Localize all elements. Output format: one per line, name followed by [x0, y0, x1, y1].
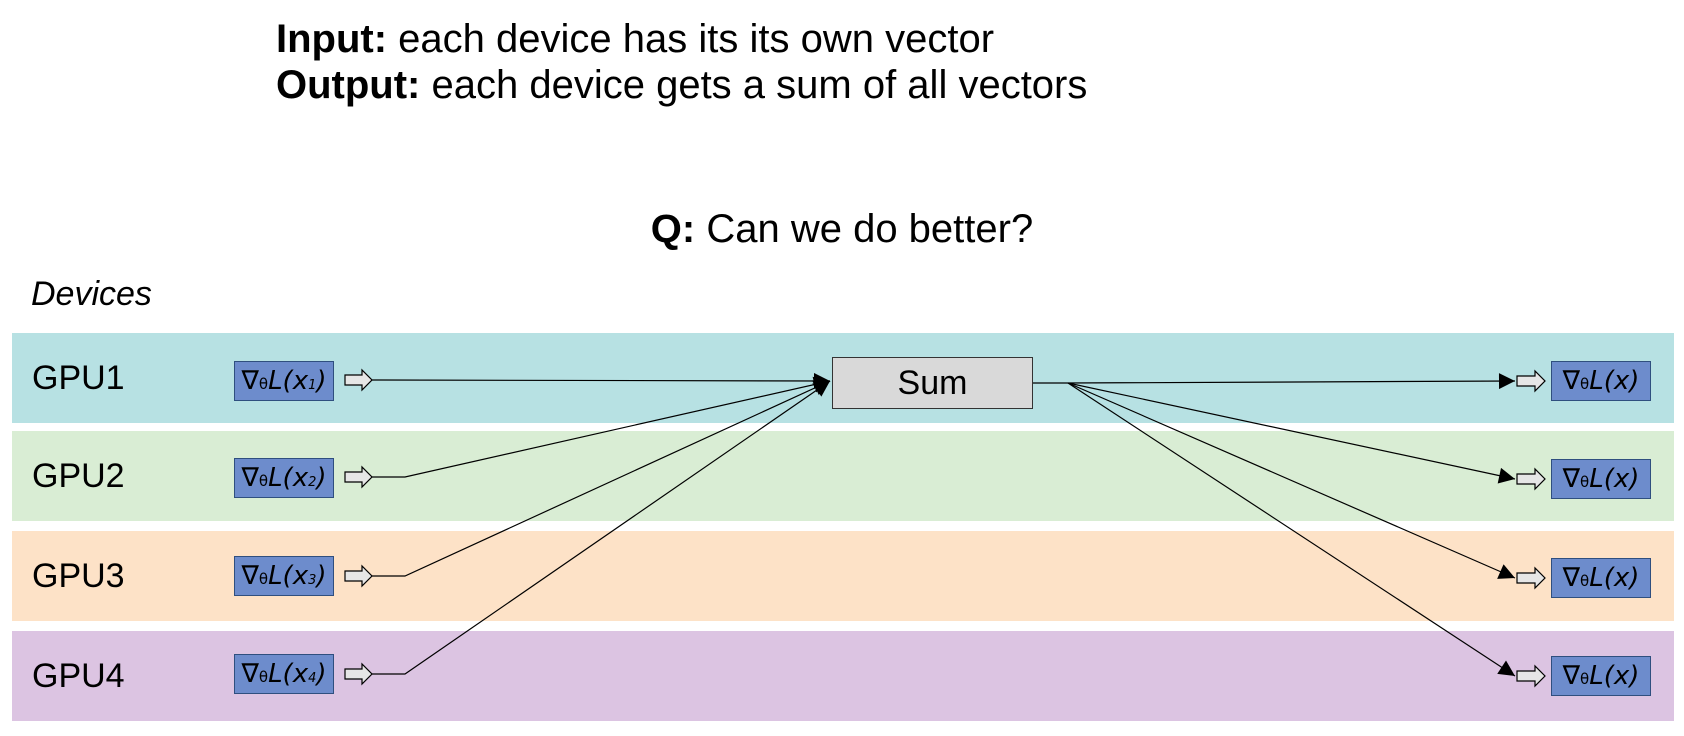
- hollow-arrow-in-gpu1: [344, 368, 373, 392]
- output-description: Output: each device gets a sum of all ve…: [276, 62, 1087, 108]
- input-vector-gpu1: ∇θL(x1): [234, 361, 334, 401]
- lane-label-gpu3: GPU3: [32, 557, 125, 595]
- hollow-arrow-out-gpu1: [1516, 369, 1546, 393]
- question-text: Q: Can we do better?: [0, 206, 1684, 252]
- lane-label-gpu2: GPU2: [32, 457, 125, 495]
- input-vector-gpu4: ∇θL(x4): [234, 654, 334, 694]
- input-vector-gpu2: ∇θL(x2): [234, 458, 334, 498]
- question-body: Can we do better?: [695, 207, 1034, 251]
- question-label: Q:: [650, 207, 696, 251]
- input-text: each device has its its own vector: [387, 17, 995, 61]
- wire-sum-to-gpu3: [1067, 382, 1516, 579]
- wire-sum-to-gpu4: [1067, 382, 1516, 677]
- wire-gpu2-to-sum: [372, 376, 831, 478]
- hollow-arrow-out-gpu3: [1516, 566, 1546, 590]
- hollow-arrow-in-gpu2: [344, 465, 373, 489]
- hollow-arrow-out-gpu4: [1516, 664, 1546, 688]
- lane-label-gpu4: GPU4: [32, 657, 125, 695]
- input-vector-gpu3: ∇θL(x3): [234, 556, 334, 596]
- output-vector-gpu4: ∇θL(x): [1551, 656, 1651, 696]
- output-text: each device gets a sum of all vectors: [420, 63, 1088, 107]
- wire-gpu3-to-sum: [372, 380, 831, 577]
- wire-sum-to-gpu1: [1033, 373, 1516, 390]
- wire-gpu1-to-sum: [371, 372, 831, 389]
- output-vector-gpu3: ∇θL(x): [1551, 558, 1651, 598]
- output-vector-gpu1: ∇θL(x): [1551, 361, 1651, 401]
- wire-sum-to-gpu2: [1067, 382, 1516, 484]
- input-label: Input:: [276, 17, 388, 61]
- lane-label-gpu1: GPU1: [32, 359, 125, 397]
- hollow-arrow-in-gpu4: [344, 662, 373, 686]
- output-vector-gpu2: ∇θL(x): [1551, 459, 1651, 499]
- input-description: Input: each device has its its own vecto…: [276, 16, 994, 62]
- hollow-arrow-out-gpu2: [1516, 467, 1546, 491]
- devices-label: Devices: [31, 275, 152, 313]
- hollow-arrow-in-gpu3: [344, 564, 373, 588]
- output-label: Output:: [276, 63, 421, 107]
- sum-box: Sum: [832, 357, 1033, 409]
- wire-gpu4-to-sum: [372, 380, 831, 675]
